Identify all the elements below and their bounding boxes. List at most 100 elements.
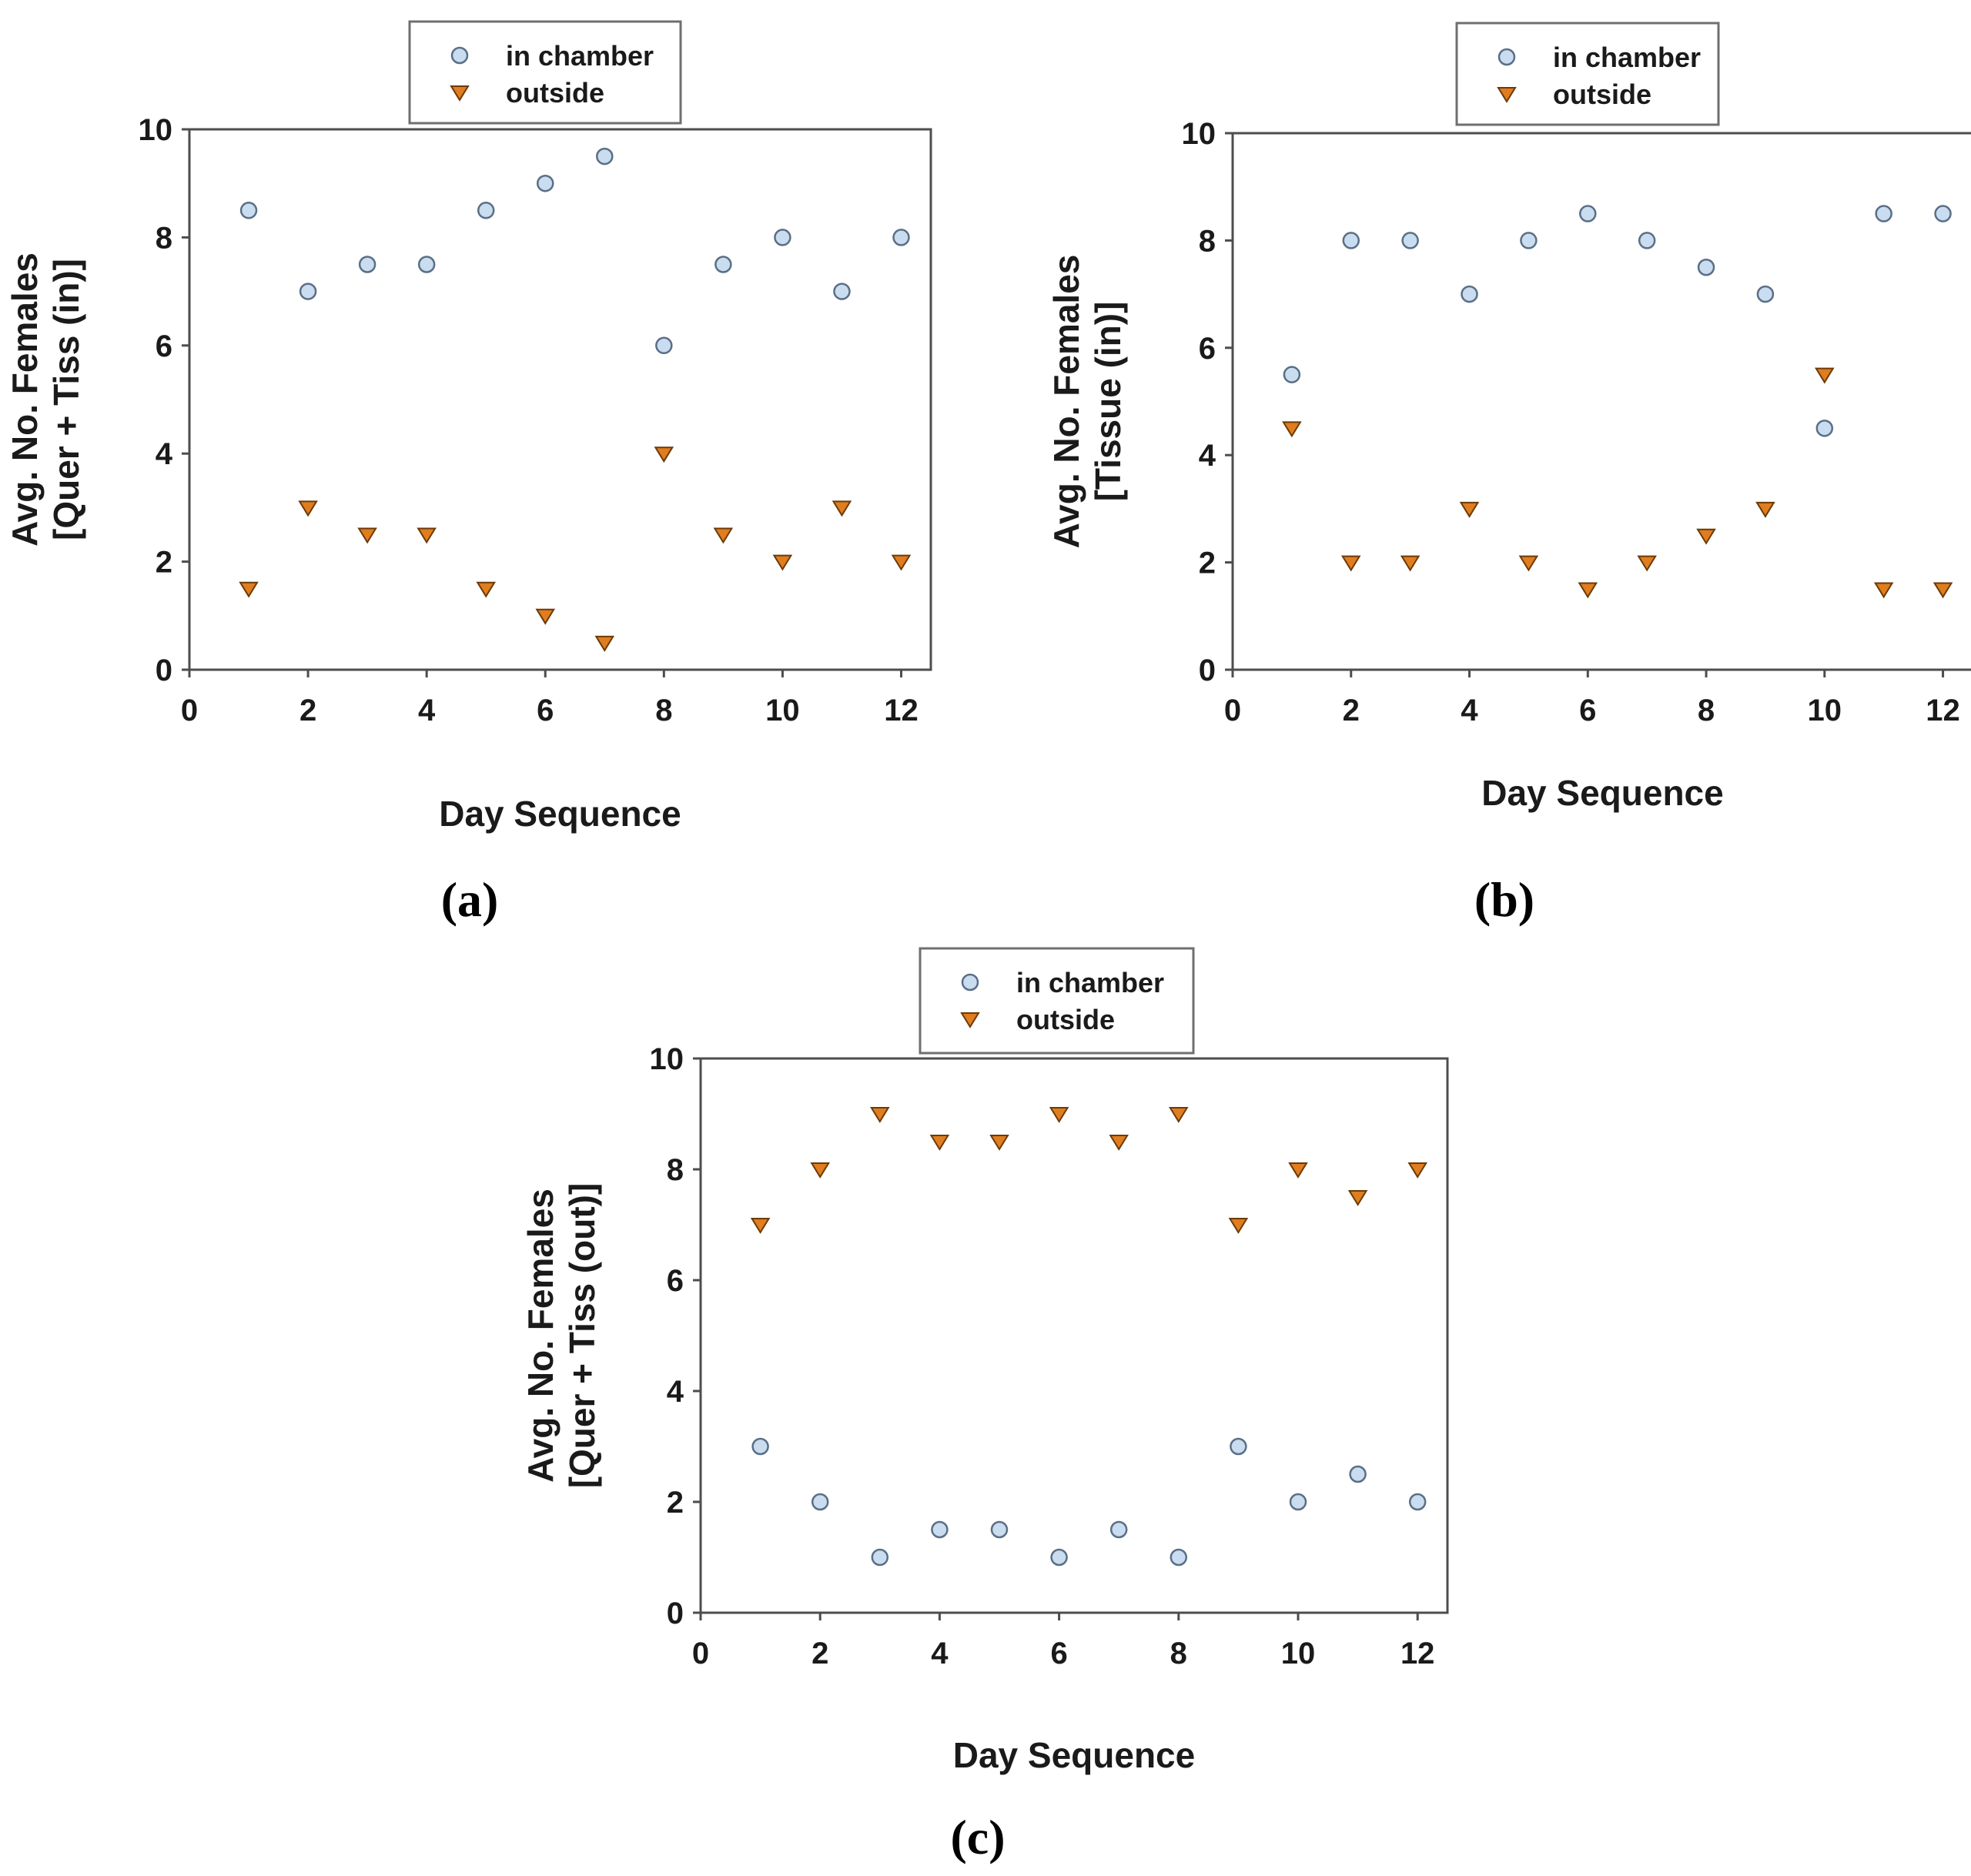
data-point-outside xyxy=(1109,1135,1129,1151)
x-tick-label: 0 xyxy=(692,1637,709,1670)
x-tick-label: 6 xyxy=(1579,694,1596,727)
y-tick-label: 8 xyxy=(1199,224,1216,258)
legend-marker-triangle xyxy=(450,85,470,102)
y-tick-label: 8 xyxy=(667,1153,684,1187)
data-point-outside xyxy=(357,527,377,544)
chart-panel-a: 0 2 4 6 8 10 12 0 2 4 6 8 10 Day Sequence Avg. No. Fem… xyxy=(5,20,932,927)
x-tick-label: 12 xyxy=(884,694,919,727)
data-point-in-chamber xyxy=(1408,1493,1427,1511)
data-point-in-chamber xyxy=(1050,1548,1068,1567)
data-point-outside xyxy=(594,635,615,652)
data-point-in-chamber xyxy=(871,1548,889,1567)
legend-marker-triangle xyxy=(960,1012,980,1028)
data-point-in-chamber xyxy=(811,1493,829,1511)
data-point-in-chamber xyxy=(299,283,317,300)
data-point-outside xyxy=(654,446,674,463)
panel-label: (c) xyxy=(950,1810,1005,1864)
x-tick-label: 10 xyxy=(765,694,800,727)
data-point-outside xyxy=(810,1162,830,1179)
legend-box xyxy=(919,947,1195,1055)
series-in-chamber xyxy=(751,1437,1427,1567)
data-point-in-chamber xyxy=(892,229,910,246)
legend-label: in chamber xyxy=(1553,42,1701,73)
legend: in chamber outside xyxy=(919,947,1195,1055)
data-point-in-chamber xyxy=(655,336,673,355)
chart-panel-c: 0 2 4 6 8 10 12 0 2 4 6 8 10 Day Sequence Avg. No. Fem… xyxy=(520,947,1449,1864)
data-point-in-chamber xyxy=(1461,285,1478,303)
y-axis-title-line2: [Quer + Tiss (out)] xyxy=(562,1183,602,1489)
y-axis-title-line2: [Tissue (in)] xyxy=(1088,302,1128,502)
plot-area xyxy=(1231,132,1971,671)
legend-label: in chamber xyxy=(1016,967,1164,998)
data-point-in-chamber xyxy=(1638,232,1656,249)
data-point-outside xyxy=(929,1135,950,1151)
legend-label: outside xyxy=(1016,1004,1115,1035)
y-axis-title: Avg. No. Females [Quer + Tiss (out)] xyxy=(520,1183,602,1489)
y-axis-title-line2: [Quer + Tiss (in)] xyxy=(46,259,86,540)
y-axis-title-line1: Avg. No. Females xyxy=(5,252,45,547)
data-point-outside xyxy=(417,527,437,544)
y-axis-title-line1: Avg. No. Females xyxy=(1046,255,1086,549)
data-point-in-chamber xyxy=(417,256,436,273)
data-point-outside xyxy=(1696,528,1716,545)
y-tick-label: 6 xyxy=(156,329,172,363)
y-tick-label: 10 xyxy=(650,1042,684,1076)
x-axis-title: Day Sequence xyxy=(439,794,681,834)
data-point-outside xyxy=(298,500,318,517)
x-tick-label: 8 xyxy=(655,694,672,727)
data-point-in-chamber xyxy=(1697,259,1715,276)
data-point-in-chamber xyxy=(990,1520,1009,1539)
legend: in chamber outside xyxy=(408,20,682,125)
y-tick-label: 4 xyxy=(1199,439,1216,473)
legend-box xyxy=(408,20,682,125)
y-tick-label: 8 xyxy=(156,221,172,255)
data-point-outside xyxy=(1578,582,1598,599)
data-point-outside xyxy=(1407,1162,1427,1179)
x-tick-label: 4 xyxy=(1461,694,1478,727)
data-point-outside xyxy=(1169,1107,1189,1123)
data-point-in-chamber xyxy=(1349,1465,1367,1483)
legend-label: outside xyxy=(1553,79,1651,110)
data-point-outside xyxy=(1400,555,1421,572)
x-tick-label: 12 xyxy=(1926,694,1960,727)
y-axis-title: Avg. No. Females [Quer + Tiss (in)] xyxy=(5,252,86,547)
y-tick-label: 4 xyxy=(156,437,173,471)
x-tick-label: 2 xyxy=(1343,694,1360,727)
legend-marker-circle xyxy=(961,973,979,992)
data-point-in-chamber xyxy=(1520,232,1538,249)
data-point-in-chamber xyxy=(1342,232,1360,249)
y-tick-label: 6 xyxy=(667,1264,684,1298)
series-outside xyxy=(239,446,912,652)
legend: in chamber outside xyxy=(1455,22,1720,126)
series-in-chamber xyxy=(239,147,910,355)
data-point-in-chamber xyxy=(1815,420,1834,437)
x-tick-label: 0 xyxy=(1224,694,1241,727)
data-point-outside xyxy=(1518,555,1539,572)
x-tick-label: 8 xyxy=(1170,1637,1187,1670)
data-point-outside xyxy=(772,554,793,571)
data-point-outside xyxy=(832,500,852,517)
y-tick-label: 4 xyxy=(667,1375,684,1409)
data-point-in-chamber xyxy=(1109,1520,1128,1539)
x-tick-label: 10 xyxy=(1281,1637,1316,1670)
x-tick-label: 0 xyxy=(181,694,198,727)
data-point-outside xyxy=(891,554,912,571)
data-point-outside xyxy=(1815,367,1835,384)
x-tick-label: 6 xyxy=(537,694,554,727)
data-point-outside xyxy=(750,1218,771,1234)
y-tick-label: 0 xyxy=(156,654,172,687)
legend-label: outside xyxy=(506,77,604,109)
y-tick-label: 2 xyxy=(667,1486,684,1520)
y-axis-title-line1: Avg. No. Females xyxy=(520,1189,561,1483)
data-point-in-chamber xyxy=(714,256,732,273)
data-point-in-chamber xyxy=(1283,366,1301,383)
x-tick-label: 2 xyxy=(811,1637,828,1670)
data-point-outside xyxy=(239,581,259,598)
panel-label: (b) xyxy=(1474,872,1534,927)
y-tick-label: 0 xyxy=(667,1597,684,1630)
x-tick-label: 10 xyxy=(1808,694,1842,727)
y-tick-label: 0 xyxy=(1199,654,1216,687)
data-point-in-chamber xyxy=(1875,205,1892,222)
x-tick-label: 12 xyxy=(1400,1637,1435,1670)
